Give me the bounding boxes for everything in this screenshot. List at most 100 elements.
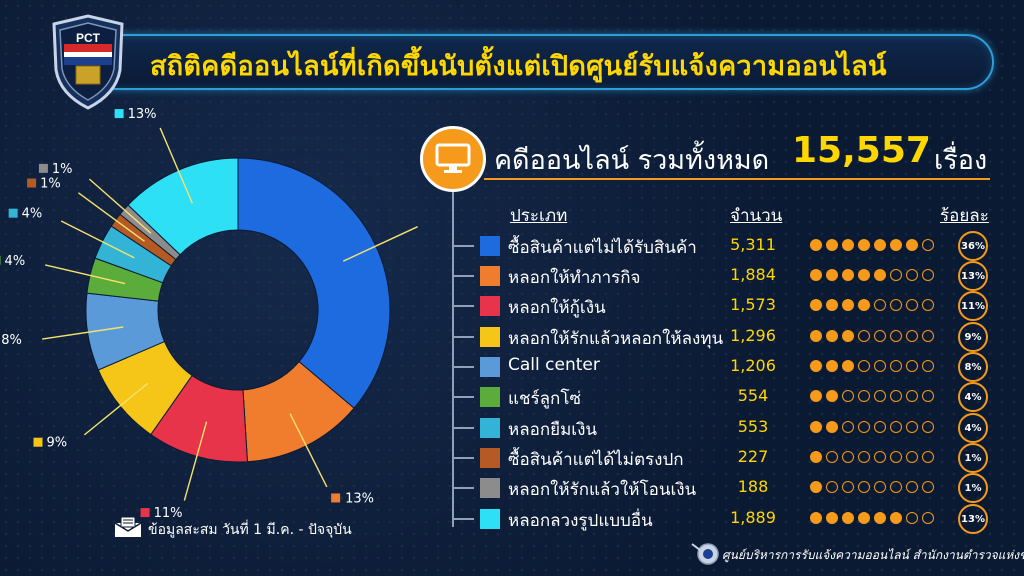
rating-dot-filled xyxy=(810,299,822,311)
rating-dots xyxy=(810,329,934,345)
label-swatch xyxy=(331,493,341,503)
row-count: 188 xyxy=(737,477,769,496)
rating-dot-filled xyxy=(826,421,838,433)
table-row: หลอกยืมเงิน 553 4% xyxy=(452,413,1002,443)
row-category: ซื้อสินค้าแต่ไม่ได้รับสินค้า xyxy=(508,238,697,258)
rating-dot-filled xyxy=(842,512,854,524)
rating-dot-empty xyxy=(906,299,918,311)
leader-line xyxy=(45,264,126,285)
rating-dot-filled xyxy=(810,239,822,251)
leader-line xyxy=(342,226,418,262)
slice-percent-label: 1% xyxy=(40,177,61,192)
rating-dot-filled xyxy=(810,360,822,372)
rating-dot-empty xyxy=(906,421,918,433)
row-percent: 13% xyxy=(958,261,988,291)
summary-unit: เรื่อง xyxy=(934,145,988,176)
monitor-icon-badge xyxy=(420,126,486,192)
row-percent: 4% xyxy=(958,413,988,443)
rating-dot-filled xyxy=(826,239,838,251)
row-percent: 11% xyxy=(958,291,988,321)
table-row: หลอกลวงรูปแบบอื่น 1,889 13% xyxy=(452,504,1002,534)
header-count: จำนวน xyxy=(730,206,783,226)
rating-dot-empty xyxy=(922,390,934,402)
table-row: หลอกให้รักแล้วหลอกให้ลงทุน 1,296 9% xyxy=(452,322,1002,352)
rating-dot-filled xyxy=(842,360,854,372)
table-row: หลอกให้ทำภารกิจ 1,884 13% xyxy=(452,261,1002,291)
rating-dot-filled xyxy=(890,512,902,524)
rating-dot-empty xyxy=(890,421,902,433)
rating-dot-empty xyxy=(842,481,854,493)
rating-dot-empty xyxy=(858,360,870,372)
rating-dot-empty xyxy=(906,512,918,524)
table-row: ซื้อสินค้าแต่ได้ไม่ตรงปก 227 1% xyxy=(452,443,1002,473)
rating-dot-filled xyxy=(810,451,822,463)
rating-dot-empty xyxy=(858,390,870,402)
rating-dot-empty xyxy=(874,360,886,372)
rating-dot-filled xyxy=(826,330,838,342)
row-connector xyxy=(452,518,474,520)
rating-dot-empty xyxy=(906,481,918,493)
rating-dot-empty xyxy=(890,269,902,281)
rating-dot-empty xyxy=(922,512,934,524)
row-percent: 36% xyxy=(958,231,988,261)
row-percent: 1% xyxy=(958,443,988,473)
rating-dot-filled xyxy=(826,299,838,311)
rating-dot-empty xyxy=(906,269,918,281)
color-swatch xyxy=(480,478,500,498)
header-percent: ร้อยละ xyxy=(940,206,989,226)
rating-dot-empty xyxy=(922,269,934,281)
rating-dot-filled xyxy=(810,481,822,493)
leader-line xyxy=(60,220,135,259)
rating-dot-filled xyxy=(906,239,918,251)
rating-dot-filled xyxy=(874,239,886,251)
row-connector xyxy=(452,427,474,429)
tree-connector xyxy=(452,192,454,527)
rating-dot-filled xyxy=(890,239,902,251)
row-connector xyxy=(452,336,474,338)
rating-dot-empty xyxy=(906,451,918,463)
color-swatch xyxy=(480,296,500,316)
row-category: หลอกให้กู้เงิน xyxy=(508,298,606,318)
data-note: ข้อมูลสะสม วันที่ 1 มี.ค. - ปัจจุบัน xyxy=(148,522,352,538)
slice-percent-label: 13% xyxy=(345,491,374,506)
rating-dot-filled xyxy=(826,390,838,402)
row-count: 5,311 xyxy=(730,235,776,254)
rating-dots xyxy=(810,389,934,405)
leader-line xyxy=(183,421,208,501)
rating-dot-empty xyxy=(906,360,918,372)
row-category: ซื้อสินค้าแต่ได้ไม่ตรงปก xyxy=(508,450,684,470)
rating-dot-filled xyxy=(810,269,822,281)
rating-dot-filled xyxy=(858,299,870,311)
row-count: 1,206 xyxy=(730,356,776,375)
rating-dot-empty xyxy=(890,390,902,402)
row-category: หลอกให้รักแล้วให้โอนเงิน xyxy=(508,480,697,500)
row-count: 1,296 xyxy=(730,326,776,345)
row-count: 1,889 xyxy=(730,508,776,527)
rating-dot-empty xyxy=(906,330,918,342)
rating-dot-empty xyxy=(922,360,934,372)
rating-dot-empty xyxy=(874,481,886,493)
label-swatch xyxy=(140,508,150,518)
rating-dot-filled xyxy=(874,512,886,524)
label-swatch xyxy=(33,437,43,447)
rating-dot-empty xyxy=(874,390,886,402)
rating-dot-empty xyxy=(826,481,838,493)
row-category: Call center xyxy=(508,355,600,375)
row-category: แชร์ลูกโซ่ xyxy=(508,389,582,409)
color-swatch xyxy=(480,357,500,377)
leader-line xyxy=(83,382,149,436)
donut-slice xyxy=(127,157,239,256)
slice-percent-label: 11% xyxy=(154,506,183,520)
leader-line xyxy=(289,413,328,488)
source-credit: ศูนย์บริหารการรับแจ้งความออนไลน์ สำนักงา… xyxy=(722,548,1024,562)
rating-dot-empty xyxy=(858,421,870,433)
rating-dot-empty xyxy=(890,360,902,372)
rating-dots xyxy=(810,511,934,527)
row-category: หลอกให้ทำภารกิจ xyxy=(508,268,641,288)
label-swatch xyxy=(0,255,1,265)
rating-dot-filled xyxy=(858,512,870,524)
rating-dot-filled xyxy=(842,269,854,281)
table-row: หลอกให้รักแล้วให้โอนเงิน 188 1% xyxy=(452,473,1002,503)
rating-dot-empty xyxy=(874,451,886,463)
rating-dots xyxy=(810,268,934,284)
